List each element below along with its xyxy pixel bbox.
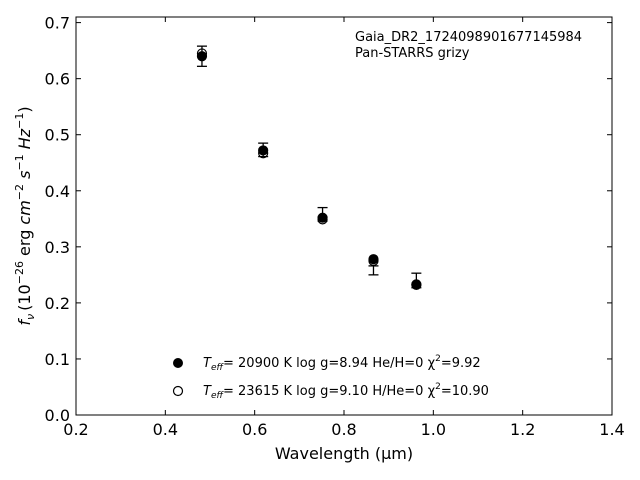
y-tick-label: 0.3 [45, 238, 70, 257]
model-point-open [196, 48, 208, 59]
y-tick-label: 0.1 [45, 350, 70, 369]
model-point-open [368, 255, 379, 266]
y-tick-label: 0.6 [45, 70, 70, 89]
model-point-open [411, 279, 422, 291]
legend-label-1: Teff= 20900 K log g=8.94 He/H=0 χ2=9.92 [203, 354, 481, 373]
x-tick-label: 0.2 [63, 420, 88, 439]
model-point-filled [258, 145, 269, 156]
y-tick-label: 0.0 [45, 406, 70, 425]
data-points [196, 48, 422, 291]
y-tick-label: 0.5 [45, 126, 70, 145]
y-tick-label: 0.2 [45, 294, 70, 313]
x-tick-label: 1.2 [510, 420, 535, 439]
annotation-survey: Pan-STARRS grizy [355, 46, 470, 61]
x-tick-label: 0.4 [153, 420, 178, 439]
x-tick-label: 0.8 [331, 420, 356, 439]
axis-ticks: 0.2 0.4 0.6 0.8 1.0 1.2 1.4 0.0 0.1 0.2 0.3 0.4 0.5 0… [45, 14, 625, 439]
y-tick-label: 0.7 [45, 14, 70, 33]
y-tick-label: 0.4 [45, 182, 70, 201]
x-tick-label: 1.4 [599, 420, 624, 439]
legend: Teff= 20900 K log g=8.94 He/H=0 χ2=9.92 … [172, 354, 489, 401]
legend-marker-open [172, 385, 184, 397]
legend-marker-filled [173, 358, 183, 368]
y-axis-label: fν(10−26 erg cm−2 s−1 Hz−1) [13, 106, 37, 325]
x-axis-label: Wavelength (μm) [275, 444, 413, 463]
annotation-object-id: Gaia_DR2_1724098901677145984 [355, 30, 582, 45]
plot-frame [75, 16, 613, 416]
model-point-filled [196, 51, 208, 62]
x-tick-label: 0.6 [242, 420, 267, 439]
model-point-open [317, 214, 328, 225]
legend-label-2: Teff= 23615 K log g=9.10 H/He=0 χ2=10.90 [203, 382, 489, 401]
model-point-open [258, 148, 269, 159]
x-tick-label: 1.0 [421, 420, 446, 439]
error-bars [196, 45, 422, 289]
